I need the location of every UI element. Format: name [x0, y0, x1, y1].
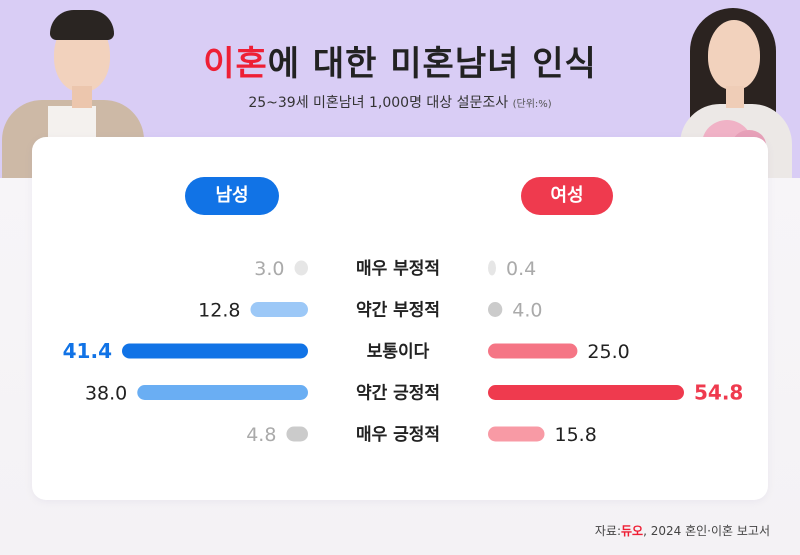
bar-female — [488, 260, 496, 276]
unit-label: (단위:%) — [512, 99, 552, 110]
category-label: 약간 긍정적 — [356, 383, 440, 404]
bar-male — [250, 302, 308, 317]
title-highlight: 이혼 — [203, 44, 268, 84]
category-label: 약간 부정적 — [356, 300, 440, 321]
category-label: 매우 부정적 — [356, 259, 440, 279]
legend-female: 여성 — [521, 177, 613, 215]
subtitle-text: 25~39세 미혼남녀 1,000명 대상 설문조사 — [248, 95, 509, 111]
value-label-male: 4.8 — [246, 424, 276, 446]
value-label-female: 54.8 — [694, 381, 743, 405]
bar-female — [488, 385, 684, 400]
value-label-male: 41.4 — [63, 339, 112, 363]
duo-logo: 듀오 — [621, 524, 644, 538]
page-subtitle: 25~39세 미혼남녀 1,000명 대상 설문조사 (단위:%) — [0, 92, 800, 112]
bar-male — [286, 426, 308, 442]
bar-female — [488, 343, 578, 359]
value-label-male: 3.0 — [254, 258, 284, 280]
value-label-male: 38.0 — [85, 383, 127, 405]
bar-male — [137, 385, 308, 400]
source-prefix: 자료: — [594, 524, 621, 538]
bar-male — [122, 343, 308, 359]
source-text: , 2024 혼인·이혼 보고서 — [643, 524, 770, 538]
category-label: 보통이다 — [367, 342, 430, 362]
value-label-male: 12.8 — [198, 300, 240, 322]
bar-female — [488, 426, 545, 442]
value-label-female: 0.4 — [506, 258, 536, 280]
value-label-female: 15.8 — [555, 424, 597, 446]
category-label: 매우 긍정적 — [356, 425, 440, 445]
legend-female-label: 여성 — [550, 185, 584, 206]
page-title: 이혼에 대한 미혼남녀 인식 — [0, 36, 800, 85]
value-label-female: 4.0 — [512, 300, 542, 322]
legend-male: 남성 — [185, 177, 279, 215]
title-rest: 에 대한 미혼남녀 인식 — [267, 44, 597, 84]
legend-male-label: 남성 — [215, 185, 249, 206]
chart-card: 남성 여성 — [32, 137, 768, 500]
bar-female — [488, 302, 503, 317]
source-note: 자료:듀오, 2024 혼인·이혼 보고서 — [595, 522, 770, 539]
bar-male — [294, 260, 308, 276]
value-label-female: 25.0 — [587, 341, 629, 363]
